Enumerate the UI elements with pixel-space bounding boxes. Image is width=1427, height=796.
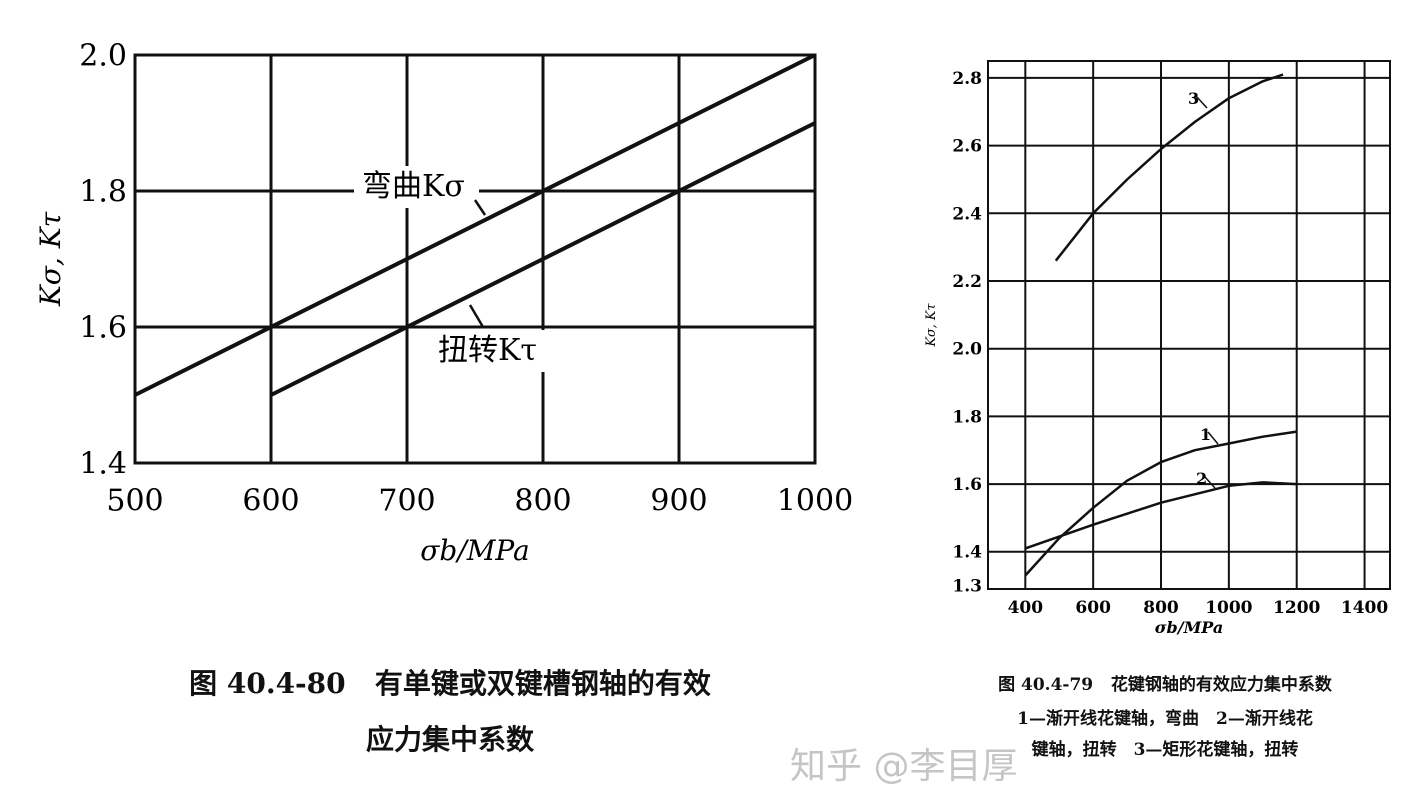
- chart0-ytick-label: 1.4: [79, 447, 127, 482]
- chart0-y-axis-label: Kσ, Kτ: [34, 211, 67, 307]
- chart0-series-1-line: [270, 121, 816, 397]
- chart0-frame: [133, 53, 817, 465]
- chart0-xtick-label: 1000: [777, 484, 853, 519]
- chart1-ytick-label: 2.8: [952, 69, 982, 89]
- chart1-ytick-label: 1.8: [952, 407, 982, 427]
- chart1-series-0-line: [1024, 430, 1297, 577]
- chart1-ytick-label: 2.6: [952, 137, 982, 157]
- chart0-xtick-label: 600: [242, 484, 299, 519]
- right-chart-legend-line1: 1—渐开线花键轴，弯曲 2—渐开线花: [1017, 709, 1313, 729]
- chart0-series-1-label: 扭转Kτ: [438, 333, 537, 368]
- chart0-xtick-label: 800: [514, 484, 571, 519]
- chart0-series-0-label: 弯曲Kσ: [362, 169, 465, 204]
- left-chart-caption-line2: 应力集中系数: [365, 723, 534, 756]
- chart1-xtick-label: 1200: [1273, 598, 1320, 618]
- chart1-x-axis-label: σb/MPa: [1155, 618, 1224, 637]
- chart0-series-1-label-bg: [430, 330, 555, 372]
- chart1-ytick-label: 2.0: [952, 340, 982, 360]
- chart1-series-0-label: 1: [1200, 425, 1211, 444]
- chart1-xtick-label: 400: [1008, 598, 1044, 618]
- chart0-ytick-label: 1.8: [79, 175, 127, 210]
- left-chart-caption-line1: 图 40.4-80 有单键或双键槽钢轴的有效: [189, 667, 711, 700]
- chart1-series-0-leader: [1207, 431, 1219, 445]
- chart1-xtick-label: 600: [1075, 598, 1111, 618]
- chart1-frame: [987, 60, 1391, 590]
- chart1-xtick-label: 800: [1143, 598, 1179, 618]
- chart0-ytick-label: 1.6: [79, 311, 127, 346]
- chart0-xtick-label: 500: [106, 484, 163, 519]
- chart1-ytick-label: 1.6: [952, 475, 982, 495]
- chart1-series-1-line: [1024, 481, 1297, 550]
- chart0-series-1-leader: [468, 304, 485, 328]
- chart1-series-1-leader: [1204, 476, 1216, 489]
- right-chart-legend-line2: 键轴，扭转 3—矩形花键轴，扭转: [1031, 740, 1299, 760]
- chart1-series-2-label: 3: [1188, 89, 1199, 108]
- chart0-xtick-label: 700: [378, 484, 435, 519]
- right-chart-caption: 图 40.4-79 花键钢轴的有效应力集中系数: [998, 675, 1332, 695]
- chart1-ytick-label: 2.2: [952, 272, 982, 292]
- watermark: 知乎 @李目厚: [790, 746, 1018, 787]
- chart1-series-2-leader: [1195, 95, 1208, 109]
- chart0-series-0-line: [134, 53, 816, 397]
- chart0-series-0-leader: [473, 199, 487, 216]
- chart0-ytick-label: 2.0: [79, 39, 127, 74]
- chart1-ytick-label: 2.4: [952, 204, 982, 224]
- chart1-series-2-line: [1054, 73, 1284, 262]
- chart0-series-0-label-bg: [354, 166, 479, 208]
- chart1-ytick-label: 1.3: [952, 577, 982, 597]
- chart1-ytick-label: 1.4: [952, 543, 982, 563]
- chart0-xtick-label: 900: [650, 484, 707, 519]
- chart1-y-axis-label: Kσ, Kτ: [924, 303, 939, 348]
- chart0-x-axis-label: σb/MPa: [420, 534, 529, 567]
- chart1-series-1-label: 2: [1196, 469, 1207, 488]
- chart1-xtick-label: 1400: [1341, 598, 1388, 618]
- chart1-xtick-label: 1000: [1205, 598, 1252, 618]
